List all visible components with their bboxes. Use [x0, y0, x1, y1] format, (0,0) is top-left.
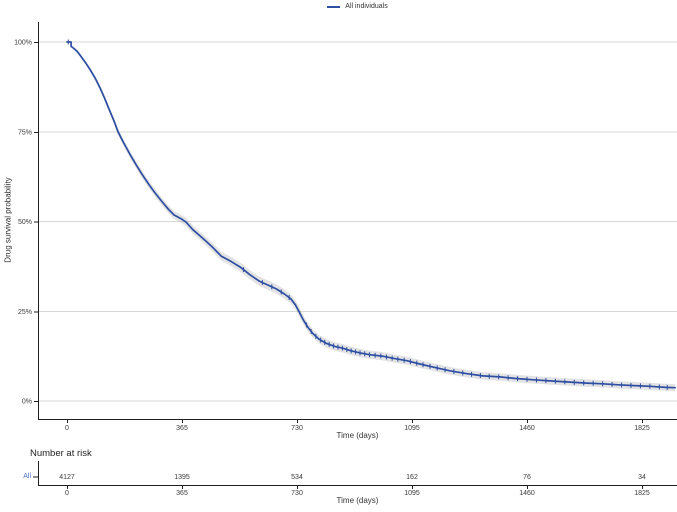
risk-count: 1395 [174, 474, 190, 481]
x-tick-label: 365 [176, 425, 188, 432]
legend: All individuals [38, 2, 677, 11]
x-tick-label: 0 [65, 425, 69, 432]
y-tick-label: 0% [22, 399, 32, 406]
risk-x-tick-label: 365 [176, 490, 188, 497]
y-tick-label: 75% [18, 129, 32, 136]
y-axis-title: Drug survival probability [3, 177, 13, 263]
x-axis-title: Time (days) [336, 431, 379, 440]
x-tick-label: 1095 [404, 425, 420, 432]
risk-row-label: All [23, 473, 31, 480]
y-tick-label: 25% [18, 309, 32, 316]
risk-count: 4127 [59, 474, 75, 481]
risk-x-tick-label: 1460 [519, 490, 535, 497]
y-tick-label: 100% [14, 40, 32, 47]
risk-table-title: Number at risk [30, 448, 92, 459]
risk-count: 76 [523, 474, 531, 481]
x-tick-label: 1460 [519, 425, 535, 432]
risk-x-tick-label: 0 [65, 490, 69, 497]
risk-count: 162 [406, 474, 418, 481]
risk-x-axis-title: Time (days) [336, 496, 379, 505]
risk-x-tick-label: 1825 [634, 490, 650, 497]
x-tick-label: 730 [291, 425, 303, 432]
risk-count: 534 [291, 474, 303, 481]
y-tick-label: 50% [18, 219, 32, 226]
survival-curve [66, 41, 676, 389]
legend-label: All individuals [345, 3, 388, 10]
legend-line-swatch [327, 5, 341, 8]
risk-x-tick-label: 730 [291, 490, 303, 497]
risk-x-tick-label: 1095 [404, 490, 420, 497]
x-tick-label: 1825 [634, 425, 650, 432]
confidence-band [67, 42, 676, 392]
risk-count: 34 [638, 474, 646, 481]
